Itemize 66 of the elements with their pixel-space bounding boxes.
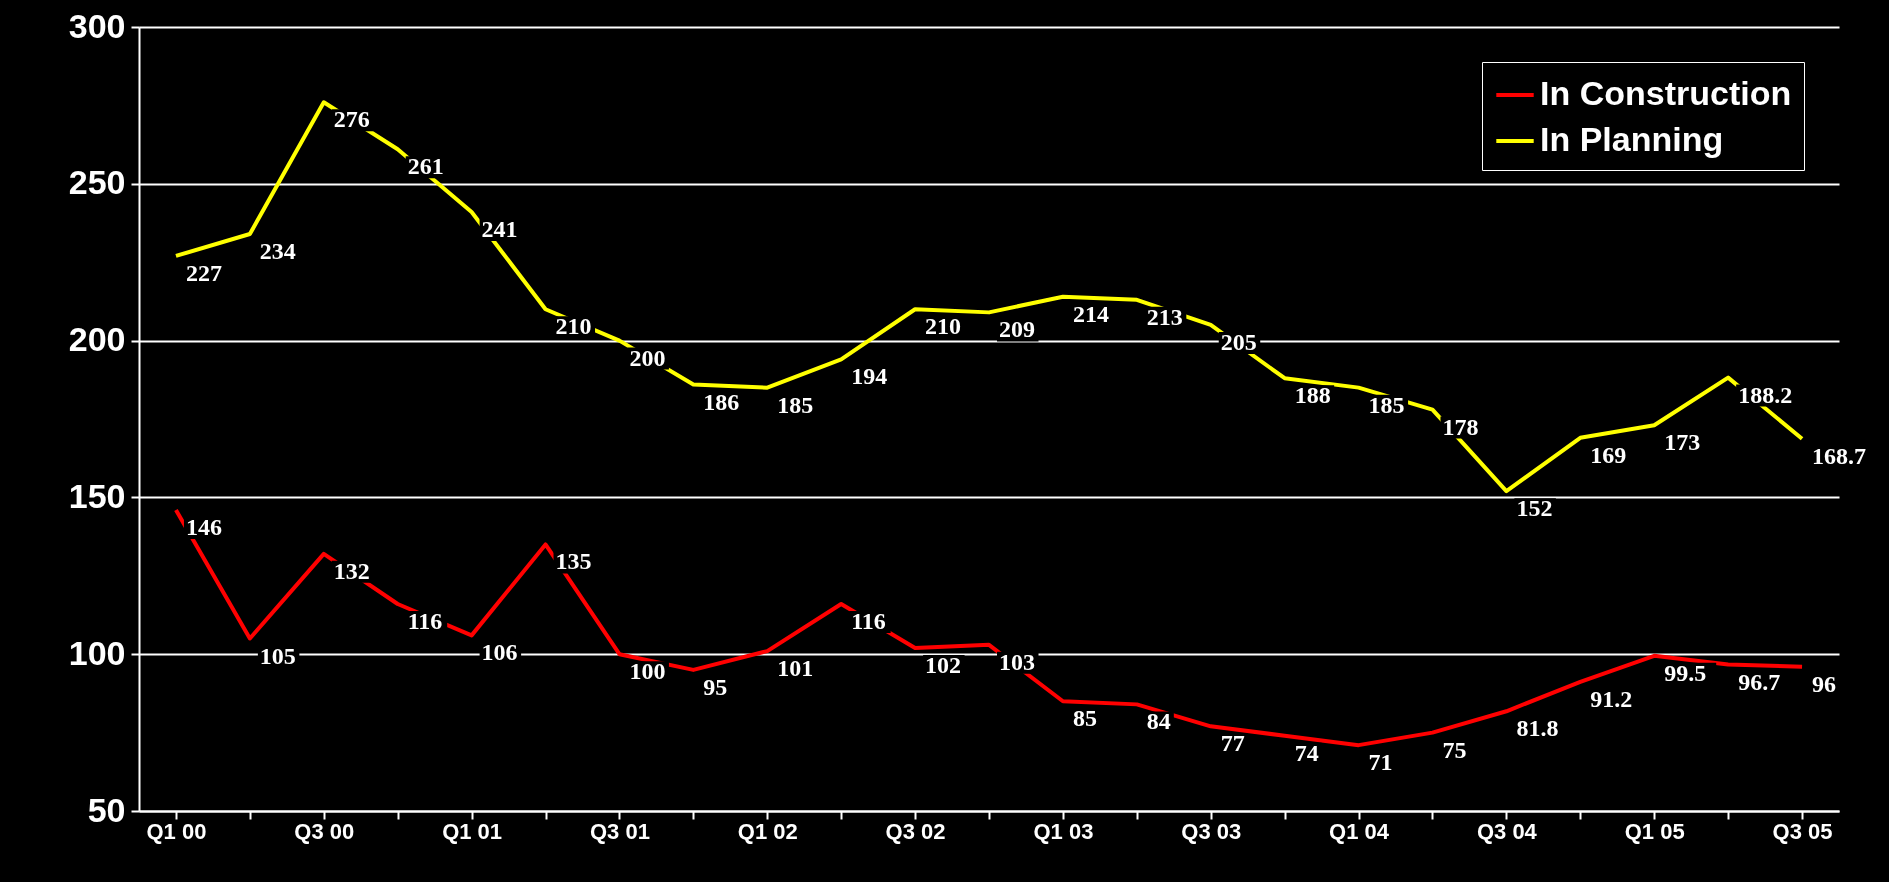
data-label: 85 xyxy=(1072,705,1097,732)
data-label: 185 xyxy=(777,391,814,418)
data-label: 185 xyxy=(1368,391,1405,418)
x-tick-label: Q1 00 xyxy=(146,818,207,844)
y-tick-label: 100 xyxy=(68,633,126,672)
data-label: 261 xyxy=(407,153,444,180)
data-label: 152 xyxy=(1516,495,1553,522)
data-label: 209 xyxy=(999,316,1035,343)
legend-label: In Construction xyxy=(1540,74,1792,112)
data-label: 81.8 xyxy=(1516,715,1559,742)
data-label: 188.2 xyxy=(1738,381,1793,408)
data-label: 227 xyxy=(185,259,222,286)
data-label: 234 xyxy=(259,237,296,264)
data-label: 116 xyxy=(407,608,443,635)
data-label: 116 xyxy=(851,608,886,635)
data-label: 71 xyxy=(1368,749,1393,776)
x-tick-label: Q3 00 xyxy=(294,818,355,844)
data-label: 106 xyxy=(481,639,518,666)
data-label: 103 xyxy=(999,648,1035,675)
data-label: 132 xyxy=(333,557,370,584)
data-label: 173 xyxy=(1664,429,1701,456)
x-tick-label: Q1 05 xyxy=(1624,818,1685,844)
data-label: 74 xyxy=(1294,739,1319,766)
data-label: 105 xyxy=(259,642,296,669)
data-label: 169 xyxy=(1590,441,1627,468)
data-label: 194 xyxy=(851,363,888,390)
x-tick-label: Q3 02 xyxy=(885,818,946,844)
x-tick-label: Q1 04 xyxy=(1329,818,1390,844)
data-label: 214 xyxy=(1072,300,1109,327)
data-label: 188 xyxy=(1294,382,1331,409)
data-label: 213 xyxy=(1146,303,1183,330)
data-label: 146 xyxy=(185,513,222,540)
y-tick-label: 300 xyxy=(68,6,126,45)
data-label: 96 xyxy=(1812,670,1837,697)
y-tick-label: 150 xyxy=(68,476,126,515)
y-tick-label: 50 xyxy=(87,790,126,829)
x-tick-label: Q3 01 xyxy=(589,818,650,844)
x-tick-label: Q3 05 xyxy=(1772,818,1833,844)
x-tick-label: Q1 02 xyxy=(737,818,798,844)
x-tick-label: Q3 03 xyxy=(1181,818,1242,844)
data-label: 276 xyxy=(333,106,370,133)
x-tick-label: Q1 03 xyxy=(1033,818,1094,844)
data-label: 210 xyxy=(925,313,962,340)
data-label: 178 xyxy=(1442,413,1479,440)
data-label: 102 xyxy=(925,651,962,678)
data-label: 168.7 xyxy=(1812,442,1867,469)
data-label: 75 xyxy=(1442,736,1467,763)
data-label: 205 xyxy=(1220,328,1257,355)
data-label: 200 xyxy=(629,344,666,371)
data-label: 101 xyxy=(777,655,814,682)
x-tick-label: Q1 01 xyxy=(442,818,503,844)
data-label: 95 xyxy=(703,673,728,700)
data-label: 210 xyxy=(555,313,592,340)
data-label: 135 xyxy=(555,548,592,575)
data-label: 96.7 xyxy=(1738,668,1781,695)
legend-label: In Planning xyxy=(1540,120,1724,158)
data-label: 241 xyxy=(481,216,518,243)
data-label: 91.2 xyxy=(1590,685,1633,712)
x-tick-label: Q3 04 xyxy=(1476,818,1538,844)
y-tick-label: 200 xyxy=(68,320,126,359)
data-label: 77 xyxy=(1220,730,1245,757)
y-tick-label: 250 xyxy=(68,163,126,202)
data-label: 84 xyxy=(1146,708,1171,735)
data-label: 100 xyxy=(629,658,666,685)
data-label: 99.5 xyxy=(1664,659,1707,686)
data-label: 186 xyxy=(703,388,740,415)
